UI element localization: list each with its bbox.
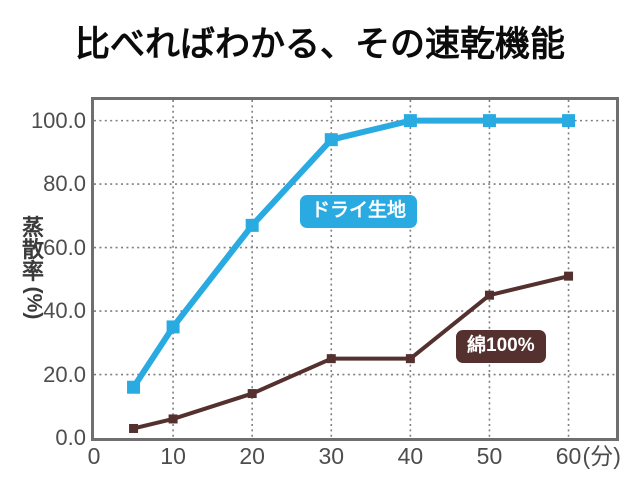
x-tick-label: 40 [397,443,424,469]
x-tick-label: 0 [87,443,101,469]
x-axis-unit-label: (分) [582,443,621,469]
x-tick-label: 20 [239,443,265,469]
series-marker-0 [403,114,417,128]
y-axis-title-char: 率 [21,259,44,284]
y-tick-label: 60.0 [43,234,86,260]
plot-area: ドライ生地 綿100% [91,97,619,441]
series-marker-0 [482,114,496,128]
y-tick-label: 80.0 [43,171,86,197]
series-label-cotton-100: 綿100% [456,330,546,363]
y-tick-label: 100.0 [30,107,86,133]
y-tick-label: 40.0 [43,298,86,324]
series-marker-0 [245,218,259,232]
series-marker-1 [326,354,336,364]
y-axis-title: 蒸散率 (%) [21,217,45,323]
y-axis-title-char: 蒸 [21,215,44,240]
series-marker-1 [405,354,415,364]
x-tick-label: 30 [318,443,345,469]
x-tick-label: 60 [555,443,582,469]
x-tick-label: 50 [476,443,503,469]
series-marker-0 [324,133,338,147]
series-marker-1 [484,290,494,300]
y-tick-label: 0.0 [55,425,86,450]
series-marker-1 [564,271,574,281]
series-marker-1 [247,389,257,399]
y-axis-title-char: 散 [21,237,44,262]
chart-title: 比べればわかる、その速乾機能 [74,25,565,64]
series-marker-0 [166,320,180,334]
series-marker-1 [168,414,178,424]
series-marker-0 [562,114,576,128]
chart-canvas [94,100,616,438]
series-label-dry-fabric: ドライ生地 [300,195,418,228]
y-tick-label: 20.0 [43,361,86,387]
series-marker-0 [127,380,141,394]
series-marker-1 [129,423,139,433]
x-tick-label: 10 [160,443,186,469]
